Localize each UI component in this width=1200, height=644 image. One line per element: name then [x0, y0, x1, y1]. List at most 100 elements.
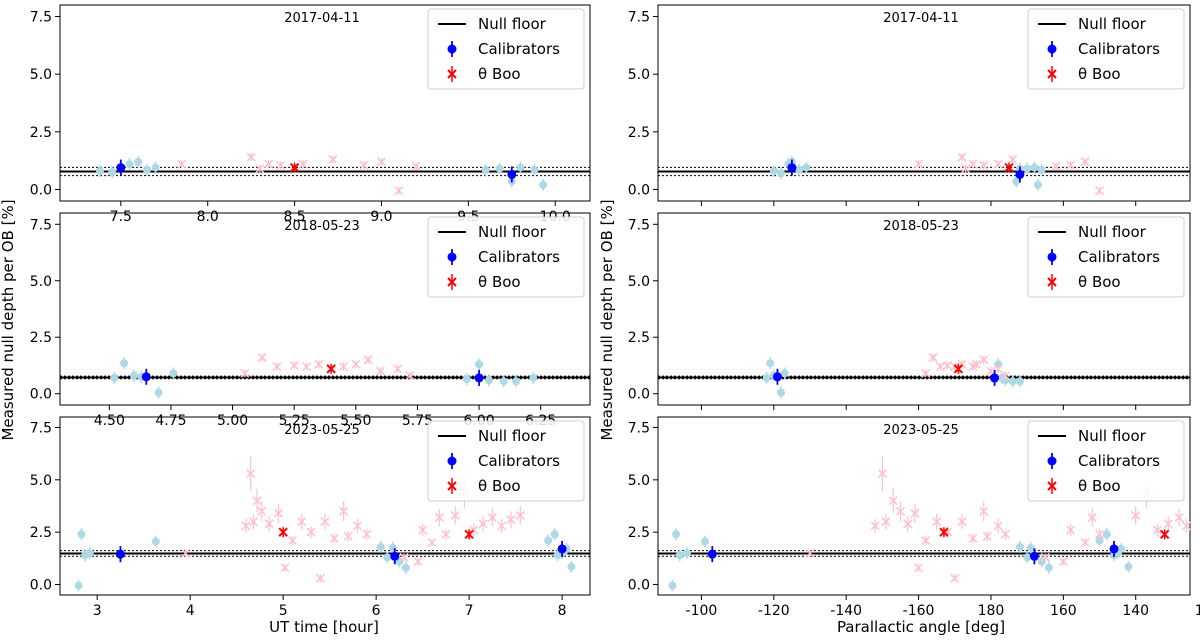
- science-ob-point: [870, 521, 880, 531]
- calibrator-ob-point: [1095, 536, 1104, 545]
- legend-calibrators-marker: [1047, 44, 1057, 54]
- y-tick-label: 5.0: [628, 274, 650, 290]
- science-ob-point: [180, 548, 191, 558]
- panel-title: 2017-04-11: [284, 11, 360, 26]
- science-ob-point: [979, 506, 989, 516]
- science-ob-point: [306, 527, 316, 537]
- legend-null-floor-label: Null floor: [478, 223, 547, 241]
- legend-science-marker: [1047, 277, 1057, 287]
- panel-5: 0.0 2.5 5.0 7.5 2018-05-23 Null floor Calibrat…: [628, 212, 1191, 410]
- science-ob-point: [240, 368, 250, 378]
- x-tick-label: 5: [279, 603, 288, 619]
- calibrator-ob-point: [1037, 165, 1046, 174]
- science-ob-point: [399, 552, 409, 562]
- science-mean-point: [278, 527, 288, 537]
- science-ob-point: [1000, 371, 1010, 381]
- y-tick-label: 0.0: [628, 578, 650, 594]
- science-ob-point: [961, 164, 971, 174]
- x-tick-label: 5.00: [217, 413, 248, 429]
- calibrator-ob-point: [1102, 530, 1111, 539]
- legend-calibrators-label: Calibrators: [1078, 40, 1160, 58]
- science-ob-point: [935, 362, 945, 372]
- y-tick-label: 7.5: [30, 420, 52, 436]
- y-tick-label: 2.5: [30, 525, 52, 541]
- y-tick-label: 5.0: [30, 473, 52, 489]
- axes-frame: [657, 212, 1191, 406]
- science-ob-point: [298, 159, 308, 169]
- y-tick-label: 0.0: [628, 387, 650, 403]
- science-ob-point: [921, 368, 931, 378]
- calibrator-ob-point: [475, 360, 484, 369]
- science-ob-point: [273, 508, 284, 518]
- science-mean-point: [953, 364, 964, 374]
- x-tick-label: 7: [465, 603, 474, 619]
- calibrator-ob-point: [74, 581, 83, 590]
- calibrator-ob-point: [795, 165, 804, 174]
- y-tick-label: 2.5: [628, 330, 650, 346]
- calibrator-mean-point: [772, 372, 782, 382]
- science-ob-point: [982, 531, 992, 541]
- x-tick-label: 6: [372, 603, 381, 619]
- science-ob-point: [276, 160, 286, 170]
- legend-calibrators-label: Calibrators: [478, 248, 560, 266]
- science-ob-point: [1051, 161, 1061, 171]
- science-ob-point: [942, 527, 953, 537]
- legend-box: [1027, 420, 1185, 502]
- y-tick-label: 0.0: [628, 182, 650, 198]
- panel-2: 0.02.55.07.54.504.755.005.255.505.756.00…: [30, 212, 591, 429]
- science-ob-point: [264, 519, 274, 529]
- calibrator-ob-point: [383, 553, 392, 562]
- science-ob-point: [1174, 512, 1184, 523]
- science-ob-point: [248, 517, 258, 527]
- science-ob-point: [993, 364, 1003, 374]
- calibrator-ob-point: [672, 530, 681, 539]
- calibrator-ob-point: [495, 164, 504, 173]
- science-ob-point: [413, 556, 423, 567]
- science-ob-point: [418, 525, 428, 535]
- calibrator-ob-point: [512, 377, 521, 386]
- calibrator-ob-point: [154, 388, 163, 397]
- science-ob-point: [1080, 157, 1090, 167]
- x-tick-label: -100: [686, 603, 718, 619]
- x-tick-label: -160: [903, 603, 935, 619]
- x-tick-label: 9.0: [370, 209, 392, 225]
- science-ob-point: [1163, 519, 1173, 529]
- science-ob-point: [297, 517, 307, 527]
- legend-calibrators-marker: [447, 44, 457, 54]
- science-ob-point: [921, 536, 931, 546]
- panel-1: 0.02.55.07.57.58.08.59.09.510.02017-04-1…: [30, 4, 591, 225]
- science-ob-point: [1000, 529, 1010, 539]
- science-mean-point: [464, 529, 474, 539]
- legend-null-floor-label: Null floor: [478, 15, 547, 33]
- calibrator-ob-point: [481, 165, 490, 174]
- science-ob-point: [881, 517, 891, 527]
- legend-science-marker: [1047, 481, 1057, 491]
- calibrator-ob-point: [766, 359, 775, 368]
- legend-science-label: θ Boo: [478, 65, 521, 83]
- y-axis-label-right: Measured null depth per OB [%]: [598, 199, 616, 440]
- science-ob-point: [1094, 529, 1105, 539]
- calibrator-mean-point: [1109, 544, 1119, 554]
- calibrator-ob-point: [1124, 562, 1133, 571]
- science-ob-point: [957, 517, 967, 527]
- y-tick-label: 5.0: [628, 67, 650, 83]
- y-tick-label: 7.5: [628, 420, 650, 436]
- legend-calibrators-marker: [1047, 252, 1057, 262]
- axes-frame: [59, 416, 591, 596]
- science-ob-point: [450, 510, 460, 520]
- calibrator-ob-point: [997, 373, 1006, 382]
- legend-science-marker: [447, 69, 457, 79]
- x-tick-label: 7.5: [110, 209, 132, 225]
- science-ob-point: [246, 152, 256, 162]
- y-tick-label: 7.5: [628, 217, 650, 233]
- science-ob-point: [353, 521, 363, 531]
- legend-calibrators-label: Calibrators: [478, 40, 560, 58]
- science-ob-point: [252, 496, 262, 506]
- science-ob-point: [497, 521, 507, 531]
- x-tick-label: -120: [758, 603, 790, 619]
- science-ob-point: [515, 510, 525, 520]
- calibrator-mean-point: [390, 551, 400, 561]
- science-ob-point: [1094, 186, 1105, 196]
- science-ob-point: [1066, 160, 1076, 170]
- calibrator-ob-point: [780, 369, 789, 378]
